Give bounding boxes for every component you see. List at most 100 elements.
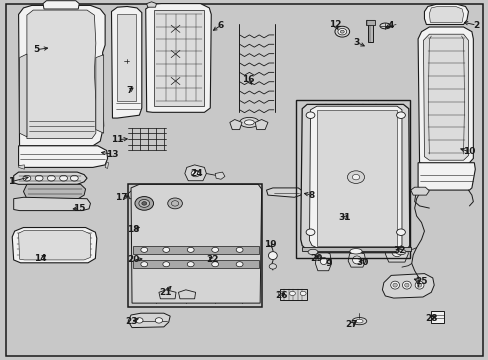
Ellipse shape: [307, 249, 317, 255]
Ellipse shape: [146, 191, 154, 199]
Text: 26: 26: [274, 292, 287, 300]
Text: 30: 30: [356, 258, 368, 266]
Text: 12: 12: [328, 20, 341, 29]
Polygon shape: [117, 14, 136, 101]
Ellipse shape: [417, 283, 421, 287]
Text: 32: 32: [393, 246, 406, 255]
Ellipse shape: [163, 247, 169, 252]
Ellipse shape: [129, 191, 137, 199]
Ellipse shape: [164, 191, 172, 199]
Polygon shape: [19, 5, 105, 146]
Text: 10: 10: [462, 148, 475, 156]
Ellipse shape: [340, 30, 344, 33]
Polygon shape: [20, 54, 27, 137]
Polygon shape: [19, 146, 107, 167]
Polygon shape: [159, 290, 176, 299]
Bar: [279, 289, 306, 300]
Ellipse shape: [349, 248, 361, 254]
Ellipse shape: [346, 171, 364, 184]
Ellipse shape: [379, 23, 390, 29]
Bar: [367, 24, 372, 42]
Ellipse shape: [414, 281, 423, 289]
Text: 21: 21: [159, 288, 171, 297]
Polygon shape: [23, 184, 85, 199]
Polygon shape: [185, 190, 194, 199]
Ellipse shape: [355, 319, 362, 323]
Polygon shape: [302, 247, 410, 251]
Ellipse shape: [320, 257, 326, 265]
Polygon shape: [300, 104, 409, 253]
Text: 24: 24: [190, 169, 203, 178]
Polygon shape: [347, 251, 365, 267]
Ellipse shape: [268, 252, 277, 260]
Text: 22: 22: [206, 256, 219, 264]
Polygon shape: [128, 190, 137, 199]
Ellipse shape: [138, 191, 145, 199]
Text: 20: 20: [126, 256, 139, 264]
Polygon shape: [316, 110, 396, 246]
Polygon shape: [131, 184, 261, 303]
Polygon shape: [410, 187, 428, 195]
Ellipse shape: [211, 247, 218, 252]
Ellipse shape: [305, 112, 314, 118]
Polygon shape: [338, 204, 357, 221]
Polygon shape: [27, 10, 96, 139]
Text: 27: 27: [344, 320, 357, 329]
Ellipse shape: [135, 197, 153, 210]
Ellipse shape: [305, 229, 314, 235]
Bar: [133, 260, 259, 268]
Ellipse shape: [289, 291, 295, 296]
Polygon shape: [315, 250, 331, 271]
Polygon shape: [417, 27, 472, 165]
Text: 15: 15: [73, 204, 85, 212]
Ellipse shape: [239, 117, 259, 127]
Text: 3: 3: [353, 38, 359, 47]
Polygon shape: [128, 313, 170, 328]
Polygon shape: [43, 1, 79, 9]
Ellipse shape: [391, 246, 402, 257]
Text: 16: 16: [242, 76, 254, 85]
Ellipse shape: [244, 120, 254, 125]
Text: 6: 6: [218, 21, 224, 30]
Ellipse shape: [136, 318, 142, 323]
Text: 25: 25: [414, 277, 427, 286]
Polygon shape: [14, 172, 87, 184]
Ellipse shape: [390, 281, 399, 289]
Ellipse shape: [23, 175, 31, 181]
Ellipse shape: [278, 291, 284, 296]
Ellipse shape: [343, 210, 352, 219]
Ellipse shape: [182, 191, 189, 199]
Ellipse shape: [351, 175, 359, 180]
Polygon shape: [417, 163, 474, 190]
Ellipse shape: [236, 262, 243, 267]
Polygon shape: [309, 106, 401, 248]
Polygon shape: [105, 162, 108, 168]
Ellipse shape: [402, 281, 410, 289]
Ellipse shape: [392, 283, 396, 287]
Polygon shape: [19, 165, 24, 169]
Text: 2: 2: [473, 21, 479, 30]
Polygon shape: [385, 239, 407, 262]
Polygon shape: [184, 165, 206, 181]
Ellipse shape: [171, 201, 179, 206]
Ellipse shape: [70, 175, 78, 181]
Ellipse shape: [141, 247, 147, 252]
Polygon shape: [423, 34, 468, 160]
Text: 28: 28: [424, 314, 437, 323]
Ellipse shape: [236, 247, 243, 252]
Polygon shape: [96, 55, 103, 133]
Ellipse shape: [187, 247, 194, 252]
Ellipse shape: [60, 175, 67, 181]
Polygon shape: [12, 228, 97, 263]
Ellipse shape: [142, 202, 146, 205]
Polygon shape: [19, 230, 90, 260]
Text: 11: 11: [111, 135, 123, 144]
Ellipse shape: [173, 191, 181, 199]
Text: 1: 1: [8, 177, 14, 186]
Text: 17: 17: [115, 194, 127, 202]
Text: 4: 4: [387, 21, 394, 30]
Ellipse shape: [211, 262, 218, 267]
Polygon shape: [428, 6, 463, 22]
Ellipse shape: [35, 175, 43, 181]
Text: 7: 7: [126, 86, 133, 95]
